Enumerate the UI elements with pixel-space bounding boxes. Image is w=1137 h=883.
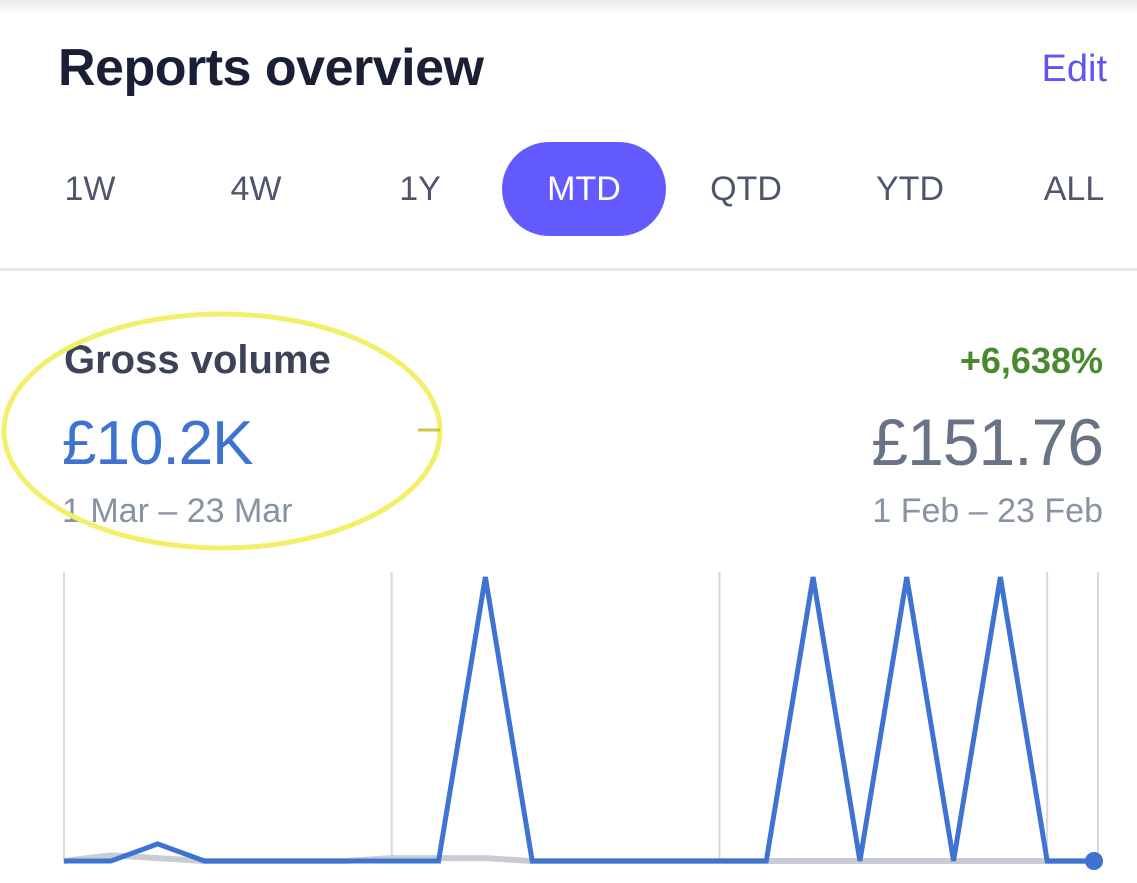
tab-1y[interactable]: 1Y [399, 169, 441, 208]
chart-point [248, 858, 254, 864]
chart-point [108, 858, 114, 864]
current-period-line [64, 576, 1094, 864]
tab-all[interactable]: ALL [1043, 169, 1105, 208]
chart-point [155, 841, 161, 847]
tab-mtd[interactable]: MTD [502, 142, 666, 236]
chart-point [997, 574, 1003, 580]
metric-date-range: 1 Mar – 23 Mar [62, 492, 293, 530]
chart-point [716, 858, 722, 864]
comparison-value: £151.76 [871, 405, 1104, 479]
chart-point [295, 858, 301, 864]
chart-point [810, 574, 816, 580]
date-range-tabs: 1W 4W 1Y MTD QTD YTD ALL [0, 142, 1137, 238]
chart-point [763, 858, 769, 864]
chart-point [61, 858, 67, 864]
tab-4w[interactable]: 4W [230, 169, 282, 208]
chart-point [436, 858, 442, 864]
chart-last-point [1085, 852, 1103, 870]
comparison-date-range: 1 Feb – 23 Feb [872, 492, 1103, 530]
chart-point [389, 858, 395, 864]
chart-point [670, 858, 676, 864]
chart-point [904, 574, 910, 580]
top-shadow [0, 0, 1137, 14]
metric-value: £10.2K [62, 409, 254, 478]
tab-ytd[interactable]: YTD [876, 169, 944, 208]
edit-button[interactable]: Edit [1041, 48, 1107, 90]
tab-1w[interactable]: 1W [64, 169, 116, 208]
change-percentage: +6,638% [959, 340, 1103, 381]
chart-point [201, 858, 207, 864]
chart-point [529, 858, 535, 864]
page-title: Reports overview [58, 39, 484, 97]
chart-point [576, 858, 582, 864]
divider [0, 268, 1137, 271]
chart-point [951, 858, 957, 864]
chart-point [342, 858, 348, 864]
chart-point [623, 858, 629, 864]
metric-title[interactable]: Gross volume [64, 338, 331, 382]
chart-point [1044, 858, 1050, 864]
tab-qtd[interactable]: QTD [710, 169, 782, 208]
chart-point [857, 858, 863, 864]
chart-point [482, 574, 488, 580]
gross-volume-chart[interactable] [0, 560, 1137, 883]
